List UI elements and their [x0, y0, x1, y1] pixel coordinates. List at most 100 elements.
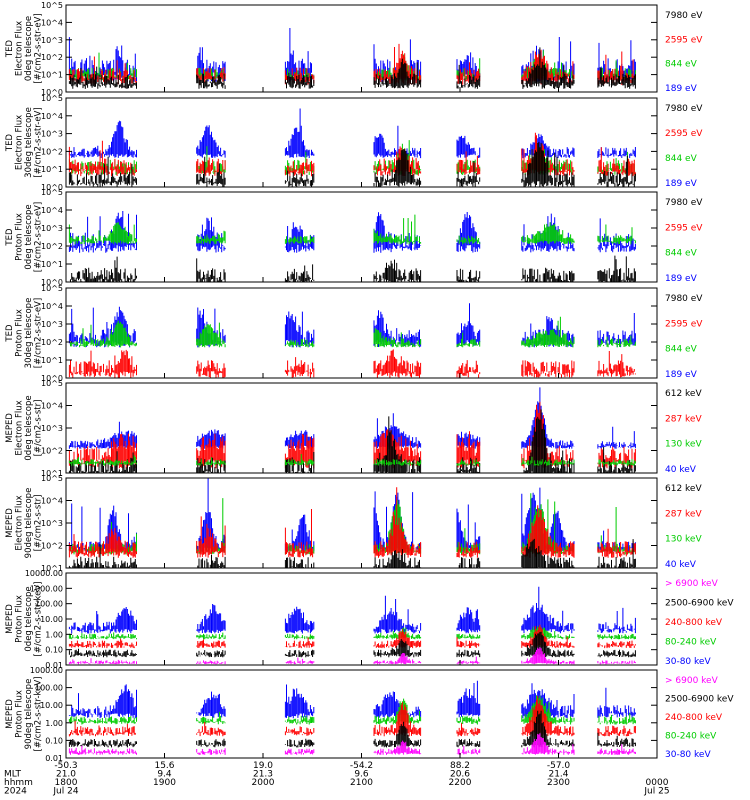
legend-entry: 40 keV: [665, 465, 697, 475]
y-tick-label: 10^2: [41, 242, 63, 251]
x-tick-label: 2300: [547, 778, 570, 788]
panel-frame: [65, 97, 658, 188]
y-tick-label: 100.00: [35, 600, 63, 609]
series-trace: [65, 108, 636, 159]
y-tick-label: 10^3: [41, 320, 63, 329]
x-tick-label: 19.0: [253, 761, 273, 771]
legend-entry: 612 keV: [665, 389, 702, 399]
legend-entry: 844 eV: [665, 154, 698, 164]
y-axis-label-line: TED: [5, 39, 15, 58]
series-trace: [65, 47, 636, 89]
y-tick-label: 1000.00: [30, 584, 63, 593]
x-tick-label: 21.4: [548, 770, 568, 780]
y-tick-label: 10^2: [41, 338, 63, 347]
x-tick-label: Jul 25: [643, 787, 669, 797]
y-axis-label-line: [#/cm2-s-str-eV]: [34, 13, 44, 83]
y-tick-label: 10^4: [41, 206, 63, 215]
panel-6: 10^1 10^2 10^3 10^4 10^5 MEPED Electron Flux 90…: [5, 474, 702, 573]
y-tick-label: 10^4: [41, 302, 63, 311]
x-axis-row-label: 2024: [4, 787, 27, 797]
y-axis-label-line: 0deg telescope: [24, 395, 34, 460]
legend-entry: 189 eV: [665, 179, 698, 189]
y-tick-label: 10^0: [41, 278, 63, 287]
x-axis-row-label: MLT: [4, 770, 22, 780]
y-tick-label: 10^0: [41, 374, 63, 383]
legend-entry: 7980 eV: [665, 104, 703, 114]
y-tick-label: 10^2: [41, 542, 63, 551]
panel-5: 10^1 10^2 10^3 10^4 10^5 MEPED Electron Flux 0d…: [5, 379, 702, 478]
y-axis-label-line: Electron Flux: [15, 21, 25, 76]
legend-entry: 2500-6900 keV: [665, 695, 734, 705]
y-tick-label: 10^1: [41, 165, 63, 174]
y-axis-label-line: Proton Flux: [15, 595, 25, 643]
x-tick-label: 15.6: [154, 761, 174, 771]
legend-entry: 189 eV: [665, 370, 698, 380]
legend-entry: 2595 eV: [665, 129, 703, 139]
y-tick-label: 10^5: [41, 94, 63, 103]
x-tick-label: 21.0: [56, 770, 76, 780]
legend-entry: 130 keV: [665, 440, 702, 450]
x-tick-label: -54.2: [350, 761, 373, 771]
y-axis-label-line: Proton Flux: [15, 690, 25, 738]
legend-entry: 80-240 keV: [665, 732, 717, 742]
x-tick-label: 0000: [646, 778, 669, 788]
x-tick-label: 9.4: [157, 770, 172, 780]
y-tick-label: 10^1: [41, 469, 63, 478]
series-3-2: [65, 214, 636, 245]
y-tick-label: 0.01: [45, 661, 63, 670]
y-tick-label: 1000.00: [30, 666, 63, 675]
y-axis-label-line: 0deg telescope: [24, 586, 34, 651]
y-axis-label-line: TED: [5, 324, 15, 343]
y-axis-label-line: 30deg telescope: [24, 298, 34, 369]
x-tick-label: 21.3: [253, 770, 273, 780]
y-axis-label-line: 0deg telescope: [24, 204, 34, 269]
panel-frame: [65, 382, 658, 474]
x-tick-label: 20.6: [450, 770, 470, 780]
y-axis-label-line: 0deg telescope: [24, 16, 34, 81]
y-tick-label: 10^1: [41, 356, 63, 365]
y-tick-label: 10^4: [41, 402, 63, 411]
panel-frame: [65, 669, 658, 759]
x-tick-label: -57.0: [547, 761, 571, 771]
series-3-3: [65, 255, 636, 282]
y-tick-label: 10^5: [41, 474, 63, 483]
legend-entry: 844 eV: [665, 249, 698, 259]
y-tick-label: 10.00: [40, 615, 63, 624]
y-tick-label: 10^0: [41, 88, 63, 97]
y-tick-label: 10^4: [41, 497, 63, 506]
series-1-4: [65, 47, 636, 89]
y-tick-label: 100.00: [35, 684, 63, 693]
panel-1: 10^0 10^1 10^2 10^3 10^4 10^5 TED Electron Flux…: [5, 1, 703, 97]
x-tick-label: 88.2: [450, 761, 470, 771]
legend-entry: > 6900 keV: [665, 579, 719, 589]
legend-entry: 30-80 keV: [665, 657, 711, 667]
y-axis-label-line: 90deg telescope: [24, 488, 34, 559]
y-axis-label-line: Electron Flux: [15, 115, 25, 170]
legend-entry: 189 eV: [665, 84, 698, 94]
y-axis-label: TED Proton Flux 30deg telescope [#/cm2-s-st…: [5, 298, 44, 369]
y-axis-label-line: [#/cm2-s-str-keV]: [34, 582, 44, 657]
y-axis-label-line: Proton Flux: [15, 309, 25, 357]
y-axis-label-line: Proton Flux: [15, 213, 25, 261]
series-trace: [65, 487, 636, 558]
y-tick-label: 10^2: [41, 53, 63, 62]
legend-entry: 30-80 keV: [665, 750, 711, 760]
y-tick-label: 1.00: [45, 630, 63, 639]
legend-entry: 2595 eV: [665, 223, 703, 233]
legend-entry: 2595 eV: [665, 319, 703, 329]
y-axis-label: TED Proton Flux 0deg telescope [#/cm2-s-str…: [5, 202, 44, 272]
legend-entry: 189 eV: [665, 274, 698, 284]
y-axis-label-line: [#/cm2-s-str-keV]: [34, 677, 44, 752]
legend-entry: > 6900 keV: [665, 676, 719, 686]
y-tick-label: 10^5: [41, 188, 63, 197]
y-axis-label-line: 30deg telescope: [24, 107, 34, 178]
y-tick-label: 10000.00: [25, 569, 63, 578]
series-trace: [65, 349, 636, 378]
series-6-3: [65, 487, 636, 558]
y-tick-label: 10^2: [41, 147, 63, 156]
panel-4: 10^0 10^1 10^2 10^3 10^4 10^5 TED Proton Flux 30…: [5, 284, 703, 383]
y-axis-label-line: MEPED: [5, 699, 15, 729]
y-axis-label: TED Electron Flux 30deg telescope [#/cm2-s-…: [5, 107, 44, 178]
y-axis-label-line: [#/cm2-s-str-eV]: [34, 202, 44, 272]
